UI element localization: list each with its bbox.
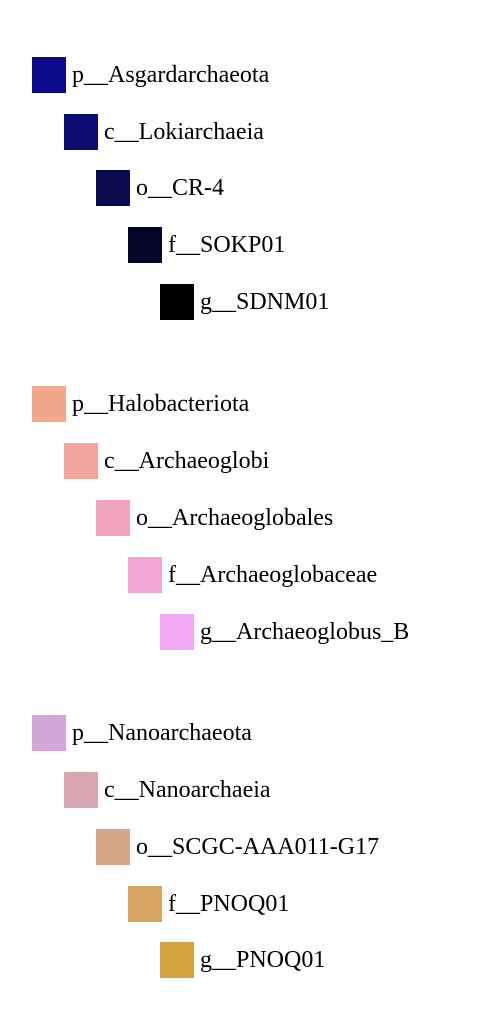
legend-label: p__Nanoarchaeota bbox=[72, 715, 252, 751]
legend-label: g__PNOQ01 bbox=[200, 942, 325, 978]
legend-label: g__Archaeoglobus_B bbox=[200, 614, 409, 650]
color-swatch bbox=[96, 500, 130, 536]
color-swatch bbox=[64, 443, 98, 479]
legend-label: p__Halobacteriota bbox=[72, 386, 249, 422]
legend-entry-class: c__Archaeoglobi bbox=[64, 443, 269, 479]
legend-entry-family: f__Archaeoglobaceae bbox=[128, 557, 377, 593]
color-swatch bbox=[64, 114, 98, 150]
color-swatch bbox=[32, 386, 66, 422]
legend-label: f__PNOQ01 bbox=[168, 886, 289, 922]
legend-label: f__SOKP01 bbox=[168, 227, 285, 263]
legend-label: o__SCGC-AAA011-G17 bbox=[136, 829, 379, 865]
legend-entry-phylum: p__Asgardarchaeota bbox=[32, 57, 269, 93]
color-swatch bbox=[32, 57, 66, 93]
legend-label: c__Nanoarchaeia bbox=[104, 772, 271, 808]
legend-entry-phylum: p__Nanoarchaeota bbox=[32, 715, 252, 751]
legend-entry-phylum: p__Halobacteriota bbox=[32, 386, 249, 422]
legend-label: c__Lokiarchaeia bbox=[104, 114, 264, 150]
legend-label: o__Archaeoglobales bbox=[136, 500, 333, 536]
legend-entry-order: o__SCGC-AAA011-G17 bbox=[96, 829, 379, 865]
color-swatch bbox=[32, 715, 66, 751]
legend-label: g__SDNM01 bbox=[200, 284, 329, 320]
color-swatch bbox=[128, 886, 162, 922]
color-swatch bbox=[96, 170, 130, 206]
legend-entry-class: c__Lokiarchaeia bbox=[64, 114, 264, 150]
legend-entry-genus: g__PNOQ01 bbox=[160, 942, 325, 978]
legend-label: p__Asgardarchaeota bbox=[72, 57, 269, 93]
color-swatch bbox=[96, 829, 130, 865]
color-swatch bbox=[128, 557, 162, 593]
color-swatch bbox=[160, 614, 194, 650]
legend-entry-class: c__Nanoarchaeia bbox=[64, 772, 271, 808]
legend-entry-order: o__Archaeoglobales bbox=[96, 500, 333, 536]
color-swatch bbox=[64, 772, 98, 808]
legend-entry-genus: g__SDNM01 bbox=[160, 284, 329, 320]
legend-entry-genus: g__Archaeoglobus_B bbox=[160, 614, 409, 650]
color-swatch bbox=[160, 284, 194, 320]
legend-entry-order: o__CR-4 bbox=[96, 170, 224, 206]
color-swatch bbox=[160, 942, 194, 978]
legend-label: f__Archaeoglobaceae bbox=[168, 557, 377, 593]
legend-entry-family: f__PNOQ01 bbox=[128, 886, 289, 922]
legend-entry-family: f__SOKP01 bbox=[128, 227, 285, 263]
legend-label: c__Archaeoglobi bbox=[104, 443, 269, 479]
color-swatch bbox=[128, 227, 162, 263]
legend-label: o__CR-4 bbox=[136, 170, 224, 206]
